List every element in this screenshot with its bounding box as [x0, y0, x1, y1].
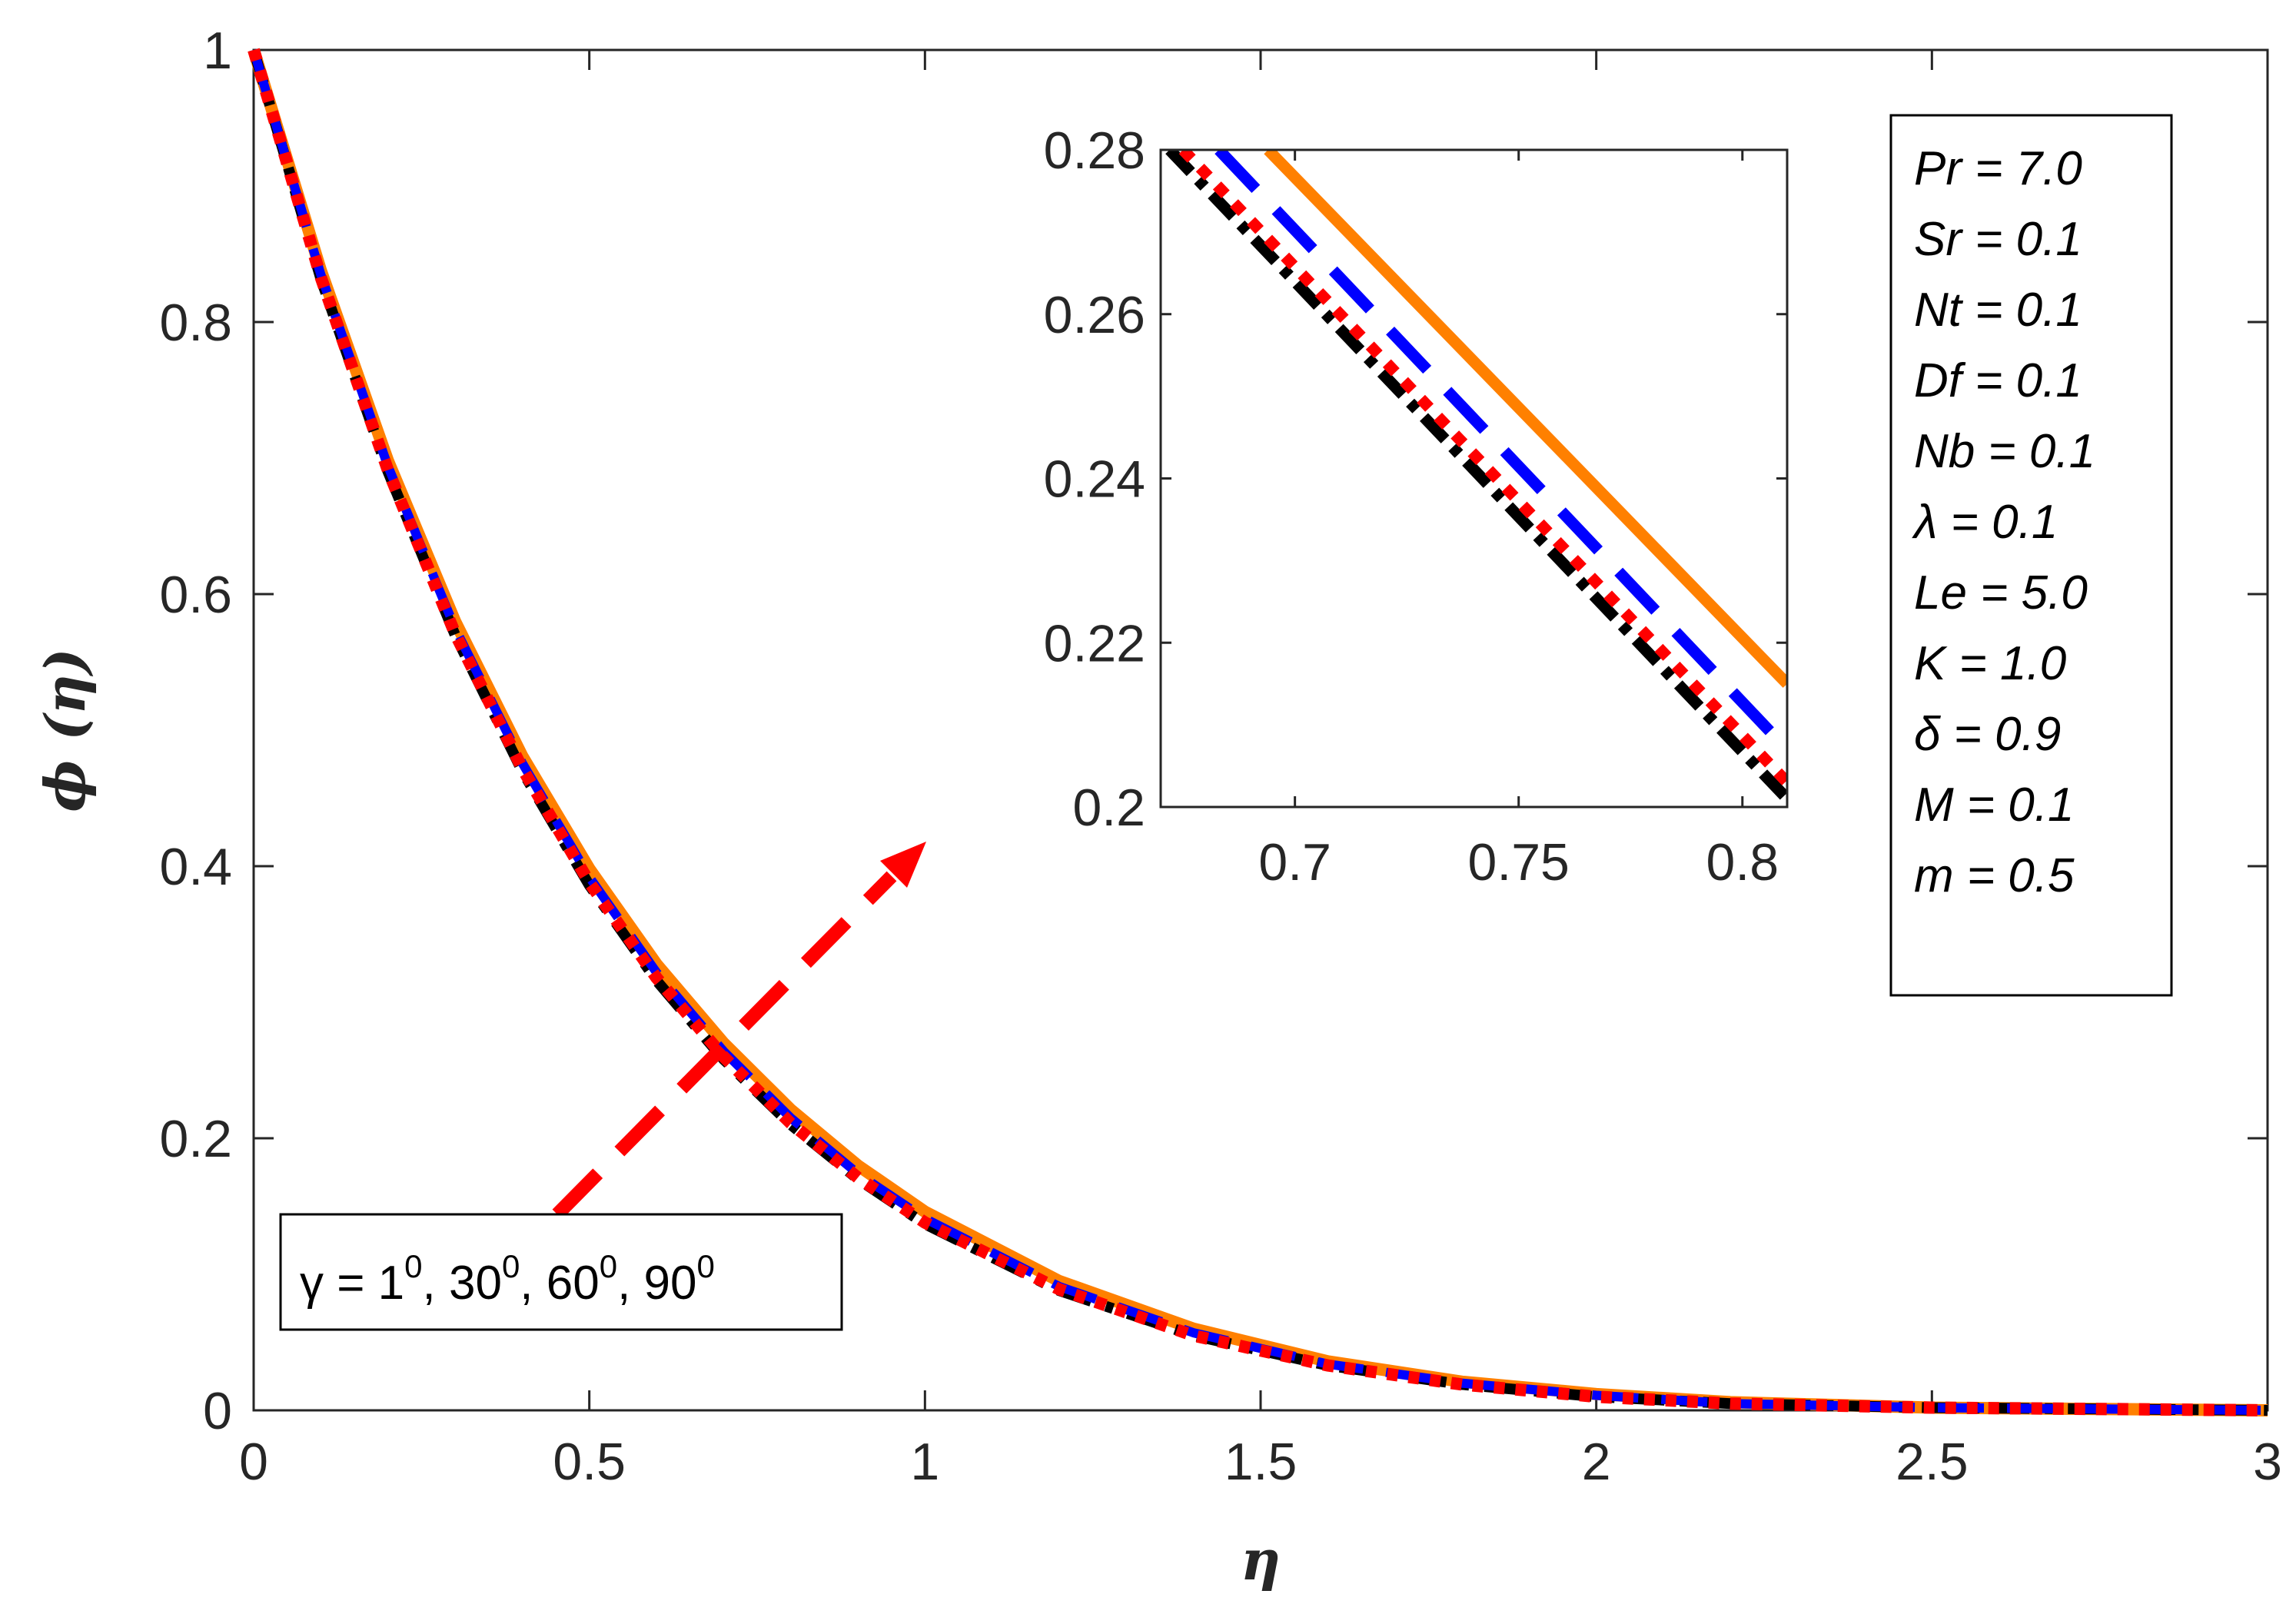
y-tick-label: 0 — [203, 1382, 232, 1440]
y-axis-label: ϕ (η) — [32, 648, 98, 812]
x-tick-label: 1 — [910, 1433, 939, 1491]
inset-x-tick-label: 0.75 — [1468, 833, 1570, 892]
inset-x-tick-label: 0.8 — [1706, 833, 1779, 892]
parameter-line: m = 0.5 — [1914, 849, 2075, 902]
y-tick-label: 1 — [203, 22, 232, 80]
inset-background — [1161, 150, 1787, 807]
gamma-sup-3: 0 — [600, 1248, 617, 1284]
inset-y-tick-label: 0.22 — [1044, 614, 1145, 672]
annotation-arrow-shaft — [552, 871, 897, 1220]
inset: 0.7 0.75 0.8 0.2 0.22 0.24 0.26 0.28 — [1044, 121, 1789, 892]
inset-y-tick-label: 0.2 — [1072, 779, 1145, 837]
x-tick-label: 3 — [2253, 1433, 2282, 1491]
x-tick-label: 1.5 — [1224, 1433, 1298, 1491]
gamma-legend: γ = 10, 300, 600, 900 — [279, 1213, 843, 1331]
parameter-box: Pr = 7.0 Sr = 0.1 Nt = 0.1 Df = 0.1 Nb = 0.1… — [1889, 114, 2173, 997]
main-ticks: 0 0.5 1 1.5 2 2.5 300.20.40.60.81 — [159, 22, 2281, 1491]
parameter-line: Nb = 0.1 — [1914, 425, 2095, 478]
inset-ticks: 0.7 0.75 0.8 0.2 0.22 0.24 0.26 0.28 — [1044, 121, 1787, 892]
gamma-value-1: 1 — [378, 1257, 404, 1310]
parameter-lines: Pr = 7.0 Sr = 0.1 Nt = 0.1 Df = 0.1 Nb = 0.1… — [1912, 142, 2095, 902]
parameter-line: Sr = 0.1 — [1914, 213, 2082, 266]
inset-y-tick-label: 0.28 — [1044, 121, 1145, 180]
inset-x-tick-label: 0.7 — [1258, 833, 1331, 892]
x-tick-label: 2.5 — [1896, 1433, 1969, 1491]
gamma-value-3: 60 — [547, 1257, 600, 1310]
inset-series-line-gamma-4 — [1264, 150, 1787, 688]
main-curves — [248, 48, 2268, 1416]
inset-curve-group — [1165, 150, 1787, 803]
gamma-value-2: 30 — [449, 1257, 502, 1310]
gamma-sup-2: 0 — [502, 1248, 520, 1284]
inset-series-line-gamma-1 — [1165, 150, 1787, 803]
gamma-sup-1: 0 — [404, 1248, 422, 1284]
gamma-legend-text: γ = 10, 300, 600, 900 — [300, 1248, 715, 1310]
parameter-line: Le = 5.0 — [1914, 566, 2088, 619]
inset-curves — [1165, 150, 1787, 803]
parameter-line: Pr = 7.0 — [1914, 142, 2082, 195]
annotation-arrow-head — [880, 842, 926, 888]
parameter-line: Df = 0.1 — [1914, 354, 2082, 407]
y-tick-label: 0.2 — [159, 1110, 232, 1168]
parameter-line: δ = 0.9 — [1914, 708, 2061, 761]
parameter-line: K = 1.0 — [1914, 637, 2066, 690]
gamma-prefix: γ = — [300, 1257, 378, 1310]
parameter-line: λ = 0.1 — [1912, 496, 2058, 549]
x-tick-label: 2 — [1582, 1433, 1611, 1491]
y-tick-label: 0.8 — [159, 294, 232, 352]
gamma-legend-box — [279, 1213, 843, 1331]
y-tick-label: 0.6 — [159, 566, 232, 624]
y-tick-label: 0.4 — [159, 838, 232, 896]
annotation-arrow — [552, 842, 926, 1220]
x-tick-label: 0.5 — [553, 1433, 626, 1491]
x-tick-label: 0 — [239, 1433, 268, 1491]
x-axis-label: η — [1241, 1527, 1281, 1592]
inset-y-tick-label: 0.24 — [1044, 450, 1145, 509]
parameter-box-frame — [1889, 114, 2173, 997]
series-line-gamma-3 — [249, 48, 2268, 1415]
parameter-line: M = 0.1 — [1914, 779, 2075, 832]
inset-series-line-gamma-3 — [1214, 150, 1787, 754]
gamma-sup-4: 0 — [697, 1248, 715, 1284]
parameter-line: Nt = 0.1 — [1914, 284, 2082, 337]
inset-y-tick-label: 0.26 — [1044, 286, 1145, 344]
gamma-value-4: 90 — [644, 1257, 697, 1310]
